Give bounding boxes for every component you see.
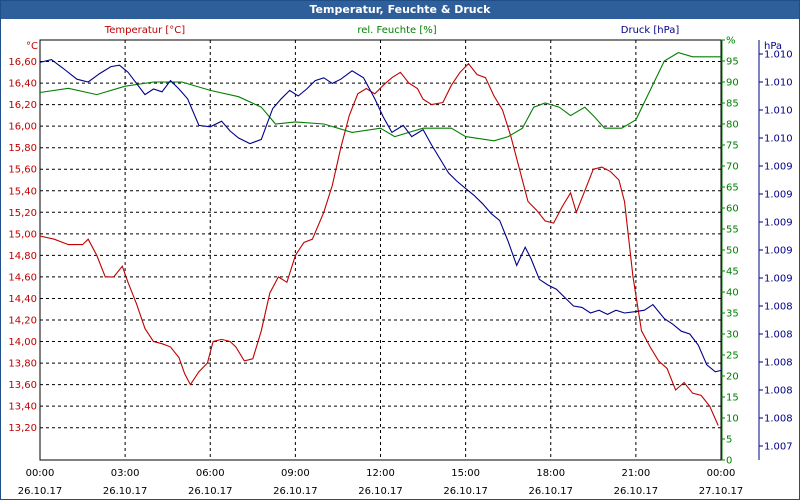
x-tick-label: 21:00: [621, 468, 650, 479]
x-tick-label: 18:00: [536, 468, 565, 479]
pressure-tick-label: 1.008: [764, 330, 793, 341]
temperature-tick-label: 16,60: [8, 57, 37, 68]
temperature-tick-label: 15,20: [8, 208, 37, 219]
pressure-tick-label: 1.010: [764, 106, 793, 117]
humidity-tick-label: 0: [726, 456, 732, 467]
humidity-tick-label: 80: [726, 120, 739, 131]
temperature-tick-label: 13,40: [8, 402, 37, 413]
humidity-tick-label: 95: [726, 57, 739, 68]
humidity-tick-label: 10: [726, 414, 739, 425]
pressure-tick-label: 1.008: [764, 358, 793, 369]
x-date-label: 26.10.17: [273, 486, 318, 497]
temperature-tick-label: 14,80: [8, 251, 37, 262]
temperature-tick-label: 15,60: [8, 165, 37, 176]
x-tick-label: 15:00: [451, 468, 480, 479]
pressure-axis-title: Druck [hPa]: [621, 25, 680, 36]
axes-group: Temperatur [°C] rel. Feuchte [%] Druck […: [8, 25, 792, 497]
temperature-tick-label: 14,40: [8, 294, 37, 305]
temperature-tick-label: 14,00: [8, 337, 37, 348]
humidity-tick-label: 25: [726, 351, 739, 362]
chart-title: Temperatur, Feuchte & Druck: [1, 1, 799, 19]
humidity-axis-title: rel. Feuchte [%]: [357, 25, 436, 36]
humidity-tick-label: 35: [726, 309, 739, 320]
pressure-tick-label: 1.010: [764, 134, 793, 145]
humidity-tick-label: 20: [726, 372, 739, 383]
x-tick-label: 03:00: [111, 468, 140, 479]
humidity-tick-label: %: [726, 36, 736, 47]
humidity-tick-label: 45: [726, 267, 739, 278]
temperature-tick-label: 13,80: [8, 359, 37, 370]
humidity-tick-label: 50: [726, 246, 739, 257]
humidity-tick-label: 70: [726, 162, 739, 173]
pressure-tick-label: 1.009: [764, 190, 793, 201]
temperature-tick-label: 16,20: [8, 100, 37, 111]
pressure-tick-label: 1.010: [764, 50, 793, 61]
grid: [39, 39, 722, 461]
x-tick-label: 00:00: [707, 468, 736, 479]
temperature-tick-label: 15,40: [8, 186, 37, 197]
humidity-tick-label: 5: [726, 435, 732, 446]
humidity-tick-label: 65: [726, 183, 739, 194]
temperature-line: [39, 62, 719, 426]
humidity-tick-label: 90: [726, 78, 739, 89]
pressure-tick-label: 1.009: [764, 274, 793, 285]
pressure-line: [39, 59, 722, 373]
humidity-tick-label: 85: [726, 99, 739, 110]
pressure-tick-label: 1.007: [764, 442, 793, 453]
pressure-tick-label: 1.008: [764, 414, 793, 425]
x-date-label: 26.10.17: [188, 486, 233, 497]
x-date-label: 26.10.17: [358, 486, 403, 497]
humidity-tick-label: 15: [726, 393, 739, 404]
temperature-axis-title: Temperatur [°C]: [104, 25, 185, 36]
humidity-tick-label: 60: [726, 204, 739, 215]
x-date-label: 26.10.17: [528, 486, 573, 497]
temperature-tick-label: 15,80: [8, 143, 37, 154]
pressure-tick-label: 1.009: [764, 218, 793, 229]
temperature-tick-label: 15,00: [8, 229, 37, 240]
temperature-unit-label: °C: [26, 41, 38, 52]
x-date-label: 26.10.17: [103, 486, 148, 497]
pressure-tick-label: 1.009: [764, 246, 793, 257]
temperature-tick-label: 16,00: [8, 122, 37, 133]
temperature-tick-label: 16,40: [8, 79, 37, 90]
pressure-tick-label: 1.008: [764, 386, 793, 397]
pressure-tick-label: 1.010: [764, 78, 793, 89]
pressure-tick-label: 1.008: [764, 302, 793, 313]
x-date-label: 26.10.17: [443, 486, 488, 497]
x-date-label: 26.10.17: [614, 486, 659, 497]
pressure-unit-label: hPa: [764, 41, 782, 52]
x-date-label: 27.10.17: [699, 486, 744, 497]
temperature-tick-label: 14,60: [8, 272, 37, 283]
temperature-tick-label: 14,20: [8, 316, 37, 327]
humidity-tick-label: 75: [726, 141, 739, 152]
temperature-tick-label: 13,20: [8, 423, 37, 434]
temperature-tick-label: 13,60: [8, 380, 37, 391]
x-date-label: 26.10.17: [18, 486, 63, 497]
x-tick-label: 12:00: [366, 468, 395, 479]
x-tick-label: 00:00: [26, 468, 55, 479]
series-group: [39, 52, 722, 426]
humidity-tick-label: 40: [726, 288, 739, 299]
pressure-tick-label: 1.009: [764, 162, 793, 173]
humidity-tick-label: 55: [726, 225, 739, 236]
humidity-line: [39, 52, 721, 142]
x-tick-label: 06:00: [196, 468, 225, 479]
humidity-tick-label: 30: [726, 330, 739, 341]
x-tick-label: 09:00: [281, 468, 310, 479]
